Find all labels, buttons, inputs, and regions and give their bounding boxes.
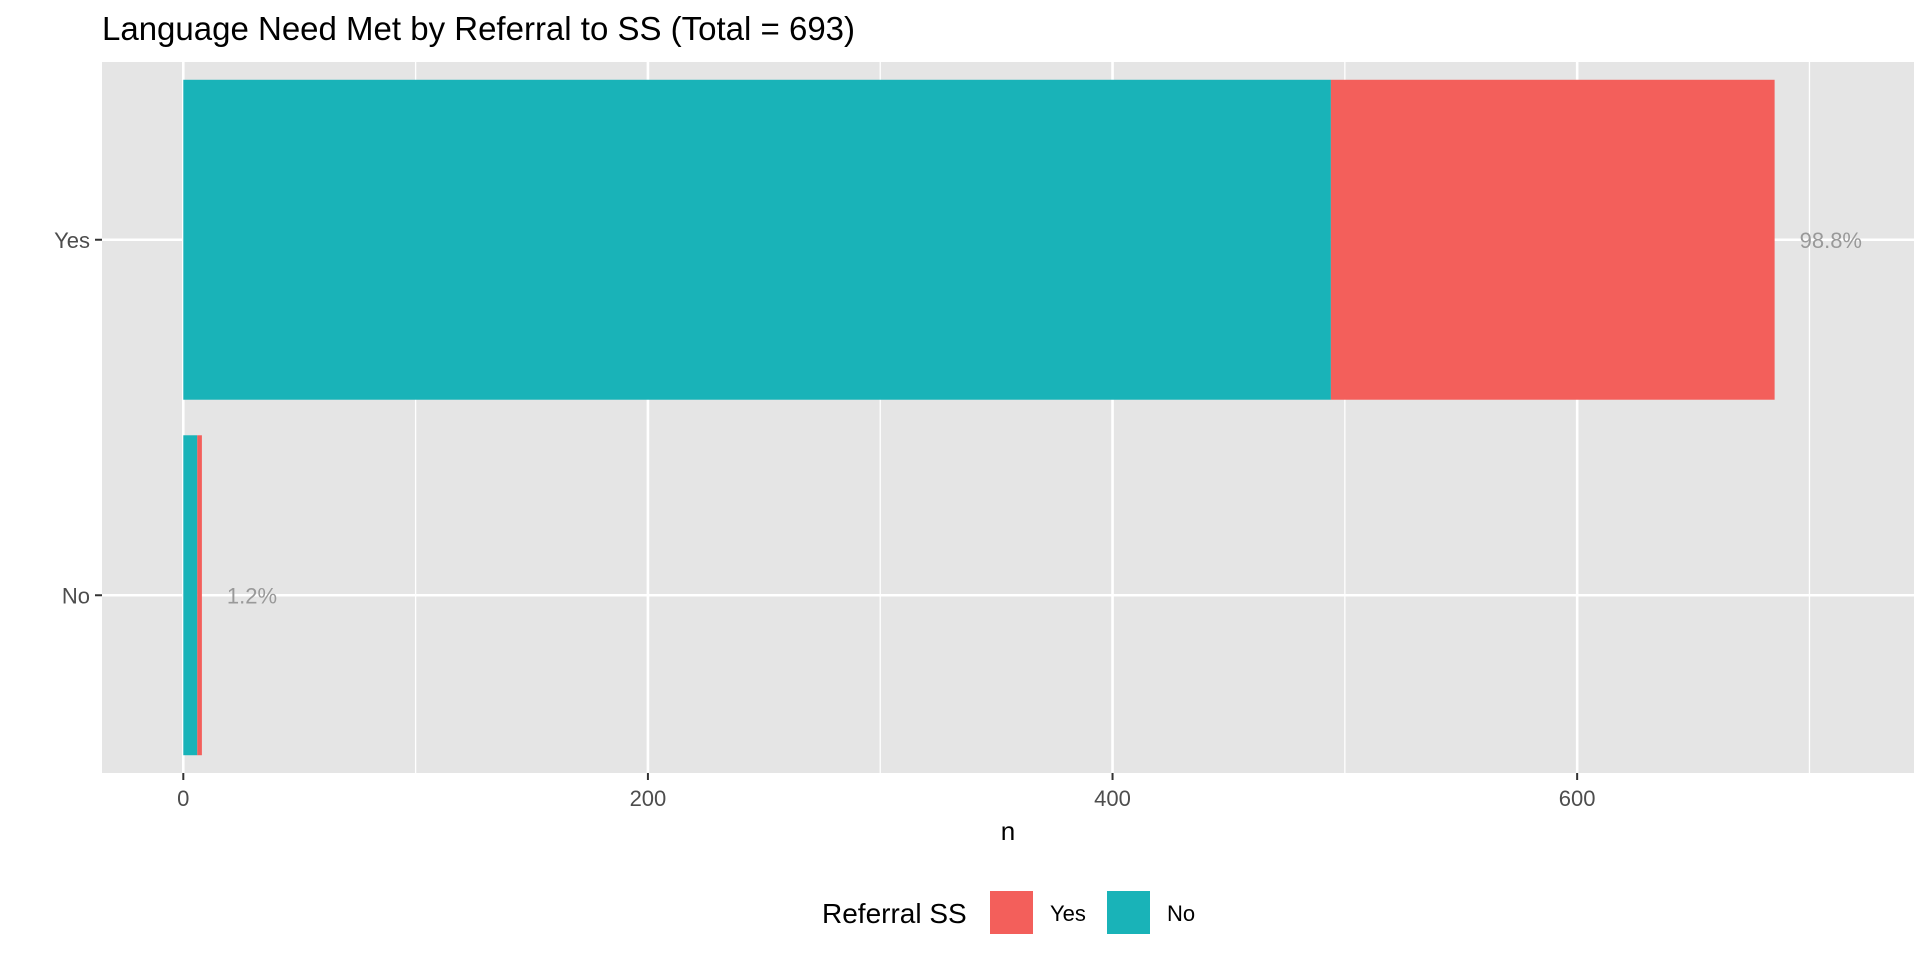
y-tick-label-no: No bbox=[62, 583, 90, 608]
legend-label-yes: Yes bbox=[1050, 901, 1086, 926]
chart-title: Language Need Met by Referral to SS (Tot… bbox=[102, 10, 855, 47]
bar-yes-no bbox=[183, 79, 1331, 400]
legend-label-no: No bbox=[1167, 901, 1195, 926]
bar-no-yes bbox=[197, 435, 202, 756]
legend-title: Referral SS bbox=[822, 898, 967, 929]
legend: Referral SS Yes No bbox=[822, 891, 1195, 934]
x-tick-label: 200 bbox=[630, 786, 667, 811]
x-tick-label: 0 bbox=[177, 786, 189, 811]
labels-layer: 98.8% 1.2% bbox=[227, 228, 1862, 609]
bars-layer bbox=[183, 79, 1775, 756]
axes-layer: 0 200 400 600 Yes No bbox=[54, 228, 1595, 811]
bar-yes-yes bbox=[1330, 79, 1775, 400]
legend-entries: Yes No bbox=[990, 891, 1195, 934]
percent-label-yes: 98.8% bbox=[1800, 228, 1862, 253]
x-tick-label: 400 bbox=[1094, 786, 1131, 811]
percent-label-no: 1.2% bbox=[227, 583, 277, 608]
x-tick-label: 600 bbox=[1559, 786, 1596, 811]
legend-key-no bbox=[1107, 891, 1150, 934]
legend-key-yes bbox=[990, 891, 1033, 934]
y-tick-label-yes: Yes bbox=[54, 228, 90, 253]
bar-no-no bbox=[183, 435, 198, 756]
x-axis-title: n bbox=[1001, 816, 1015, 846]
